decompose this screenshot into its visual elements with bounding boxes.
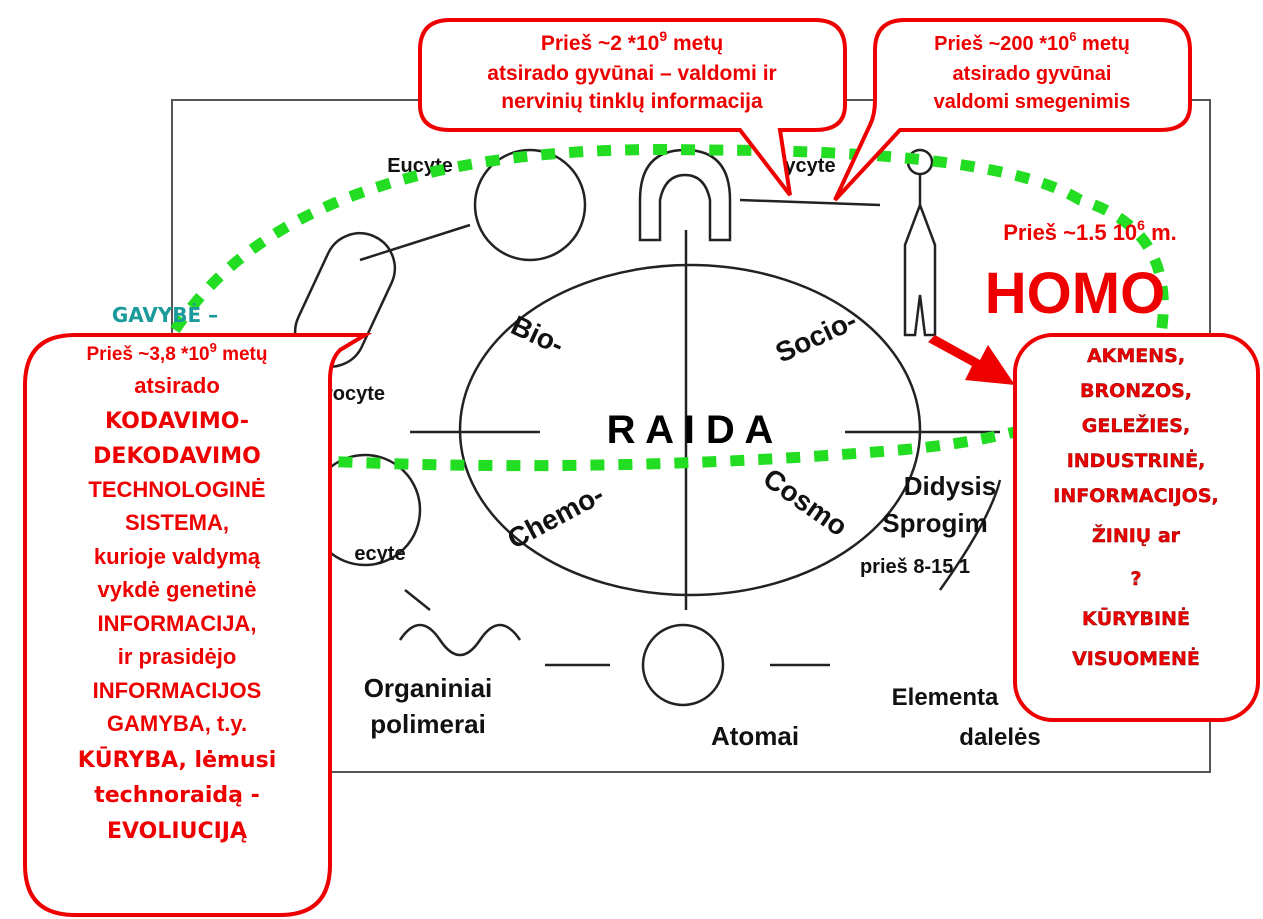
bubble-text: GELEŽIES, bbox=[1082, 414, 1190, 437]
bubble-text: BRONZOS, bbox=[1080, 380, 1192, 402]
label: rocyte bbox=[325, 383, 385, 405]
label: Didysis bbox=[904, 471, 997, 501]
gavybe-label: GAVYBĖ – bbox=[112, 303, 218, 327]
bubble-text: Prieš ~2 *109 metų bbox=[541, 28, 723, 55]
bubble-text: SISTEMA, bbox=[125, 510, 229, 535]
label: ycyte bbox=[784, 155, 835, 177]
label: polimerai bbox=[370, 709, 486, 739]
diagram: Eucyte ycyte rocyte ecyte Bio- Socio- R … bbox=[0, 0, 1263, 919]
bubble-text: kurioje valdymą bbox=[94, 544, 261, 569]
bubble-text: INFORMACIJOS bbox=[93, 678, 262, 703]
bubble-text: KŪRYBINĖ bbox=[1082, 606, 1190, 630]
label: Socio- bbox=[771, 304, 862, 368]
bubble-text: INFORMACIJA, bbox=[98, 611, 257, 636]
bubble-text: VISUOMENĖ bbox=[1072, 646, 1200, 670]
bubble-text: GAMYBA, t.y. bbox=[107, 711, 247, 736]
bubble-text: ir prasidėjo bbox=[118, 644, 237, 669]
label: Cosmo bbox=[758, 462, 854, 542]
raida-title: R A I D A bbox=[607, 408, 774, 452]
bubble-text: EVOLIUCIJĄ bbox=[107, 819, 247, 844]
bubble-text: Prieš ~200 *106 metų bbox=[934, 29, 1130, 55]
bubble-text: atsirado bbox=[134, 373, 220, 398]
label: Atomai bbox=[711, 721, 799, 751]
label: dalelės bbox=[959, 724, 1040, 751]
bubble-text: nervinių tinklų informacija bbox=[501, 90, 763, 113]
homo-title: HOMO bbox=[985, 261, 1165, 326]
bubble-text: atsirado gyvūnai bbox=[953, 63, 1112, 85]
label: Sprogim bbox=[882, 508, 987, 538]
bubble-text: technoraidą - bbox=[94, 783, 260, 808]
left-bubble-text: Prieš ~3,8 *109 metų atsirado KODAVIMO- … bbox=[78, 340, 276, 844]
label: Organiniai bbox=[364, 673, 493, 703]
bubble-text: TECHNOLOGINĖ bbox=[88, 477, 265, 502]
bubble-text: ? bbox=[1130, 568, 1141, 590]
bubble-text: AKMENS, bbox=[1087, 345, 1185, 367]
label: Bio- bbox=[506, 309, 568, 360]
label: ecyte bbox=[354, 543, 405, 565]
bubble-text: KŪRYBA, lėmusi bbox=[78, 747, 276, 773]
homo-date: Prieš ~1.5 106 m. bbox=[1003, 217, 1177, 245]
bubble-text: Prieš ~3,8 *109 metų bbox=[87, 340, 268, 365]
bubble-text: vykdė genetinė bbox=[98, 577, 257, 602]
bubble-text: ŽINIŲ ar bbox=[1092, 524, 1181, 547]
label: prieš 8-15 1 bbox=[860, 556, 970, 578]
red-arrow bbox=[928, 335, 1015, 385]
bubble-text: KODAVIMO- bbox=[105, 409, 249, 434]
bubble-text: DEKODAVIMO bbox=[93, 444, 261, 469]
label: Chemo- bbox=[502, 478, 609, 554]
bubble-text: atsirado gyvūnai – valdomi ir bbox=[487, 62, 776, 85]
label: Elementa bbox=[892, 684, 999, 711]
bubble-text: INDUSTRINĖ, bbox=[1067, 448, 1206, 472]
bubble-text: INFORMACIJOS, bbox=[1053, 485, 1218, 507]
bubble-text: valdomi smegenimis bbox=[934, 91, 1131, 113]
